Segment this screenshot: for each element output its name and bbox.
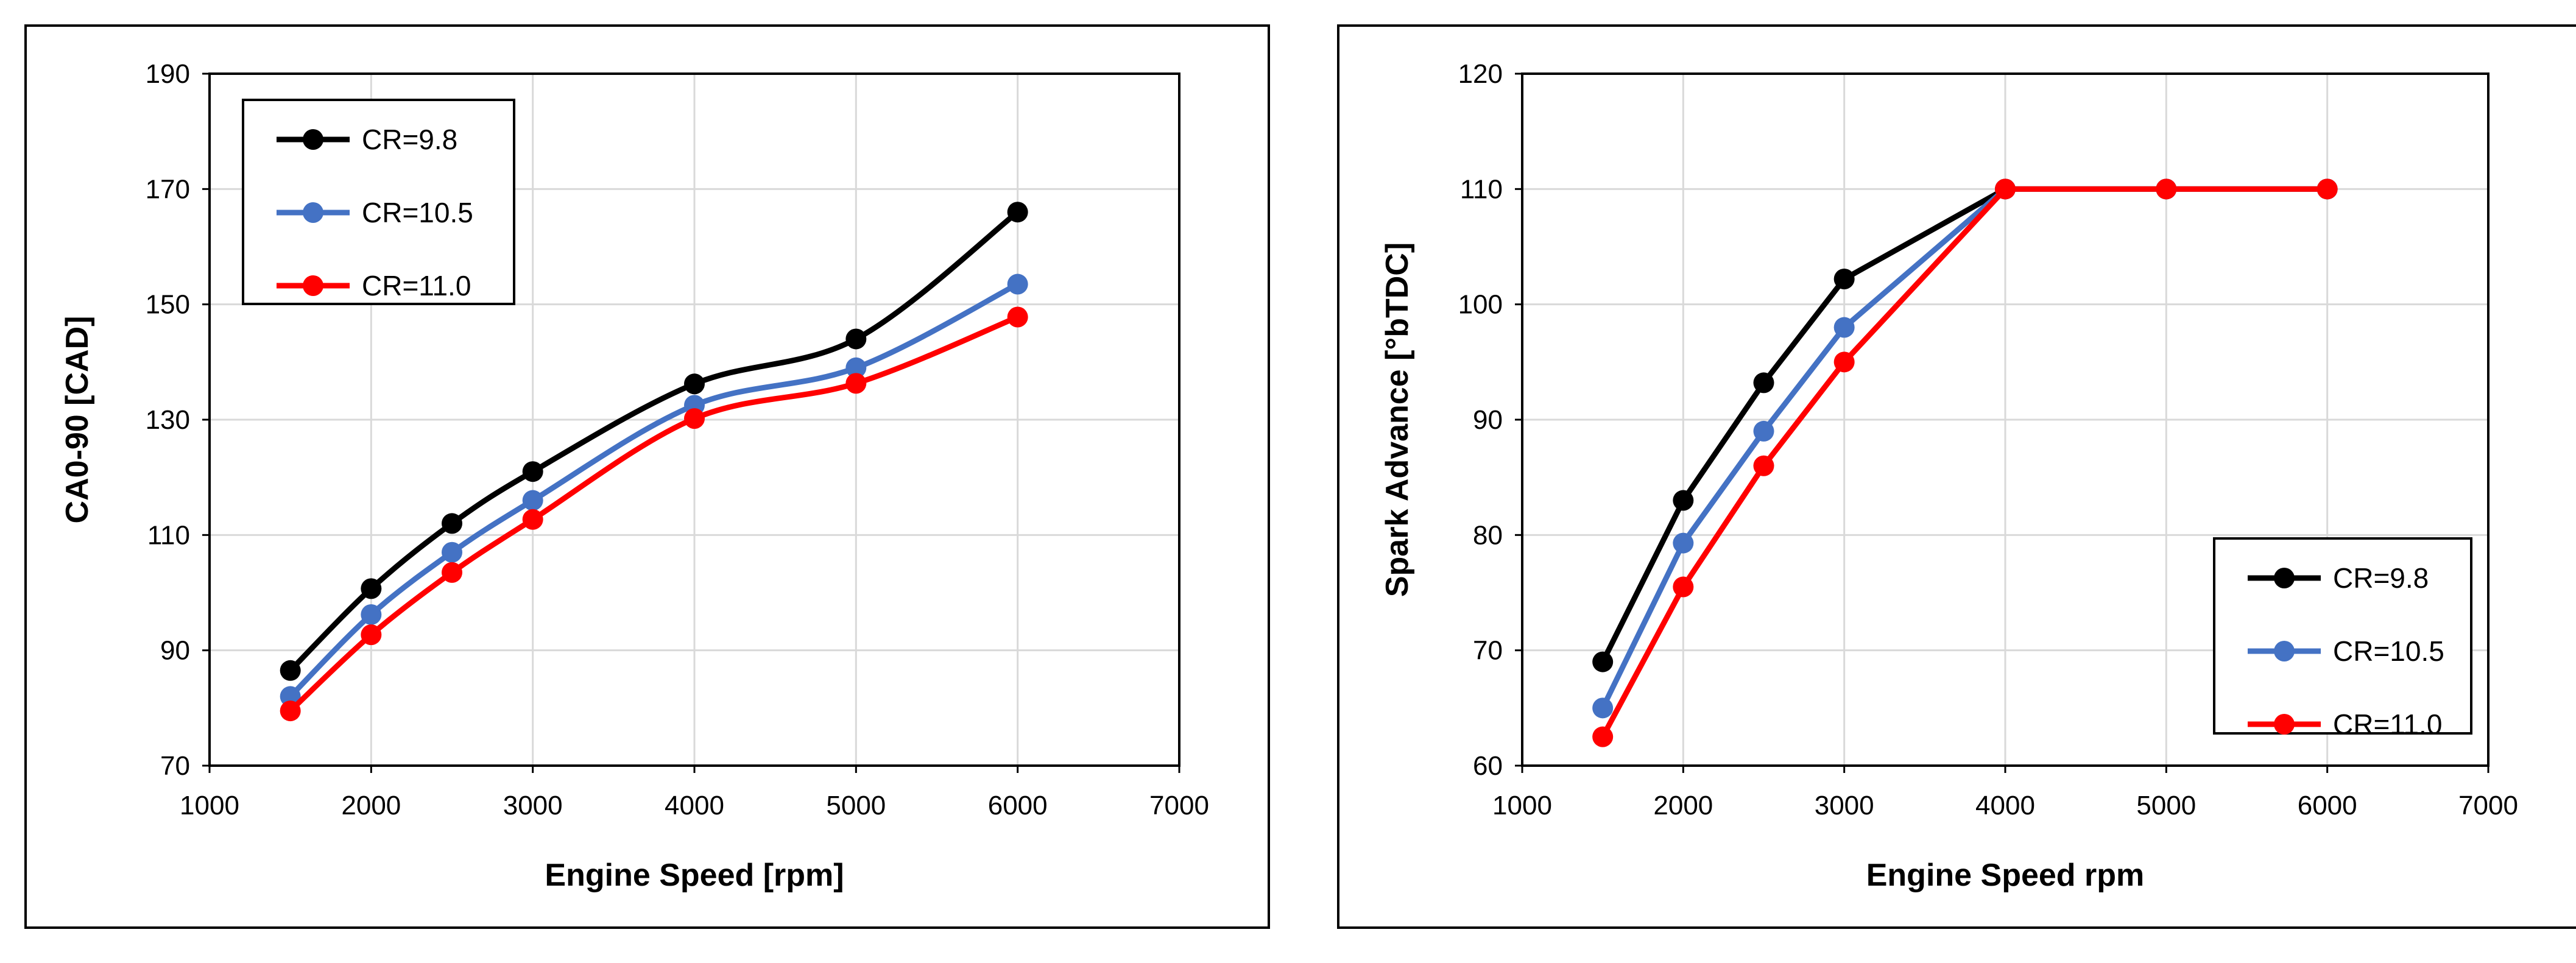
c1-y-tick-label: 90: [160, 636, 190, 666]
c1-x-tick-label: 4000: [665, 791, 724, 820]
c2-y-tick-label: 90: [1473, 405, 1503, 435]
c1-data-point: [522, 461, 543, 482]
c2-data-point: [1592, 697, 1614, 719]
c1-x-tick-label: 3000: [503, 791, 563, 820]
c1-series-line: [288, 281, 1019, 699]
c1-data-point: [522, 490, 543, 511]
c1-legend-marker: [303, 129, 323, 150]
c1-y-tick-label: 190: [146, 59, 190, 89]
c1-x-tick-label: 6000: [988, 791, 1048, 820]
c1-data-point: [845, 373, 867, 394]
c1-data-point: [845, 328, 867, 350]
c1-data-point: [361, 578, 382, 599]
c1-data-point: [361, 604, 382, 625]
c1-legend-marker: [303, 275, 323, 296]
c2-data-point: [2156, 178, 2177, 200]
c2-x-axis-title: Engine Speed rpm: [1866, 858, 2145, 893]
c1-x-axis-title: Engine Speed [rpm]: [545, 858, 844, 893]
c1-series-line: [288, 314, 1019, 713]
c1-data-point: [280, 686, 301, 707]
c2-data-point: [1673, 532, 1694, 554]
c2-legend-marker: [2274, 568, 2295, 588]
c2-data-point: [1753, 372, 1774, 393]
c1-data-point: [845, 357, 867, 378]
c1-data-point: [442, 513, 462, 534]
c2-data-point: [1673, 490, 1694, 511]
c1-data-point: [1007, 306, 1028, 328]
c2-legend-label: CR=10.5: [2333, 635, 2444, 667]
c1-legend-box: [242, 99, 515, 305]
c2-data-point: [1592, 651, 1614, 672]
c2-y-tick-label: 60: [1473, 751, 1503, 781]
c2-legend-marker: [2274, 714, 2295, 735]
c1-data-point: [522, 509, 543, 530]
c1-y-axis-title: CA0-90 [CAD]: [60, 316, 95, 524]
c2-x-tick-label: 3000: [1815, 791, 1874, 820]
c1-data-point: [442, 562, 462, 583]
c1-y-tick-label: 70: [160, 751, 190, 781]
chart-panel-right: 1000 2000 3000 4000 5000 6000 7000 60 70 80 90 100 1…: [1337, 24, 2576, 929]
c2-data-point: [1995, 178, 2016, 200]
c1-data-point: [442, 541, 462, 563]
c2-legend-marker: [2274, 641, 2295, 661]
chart-right-svg: 1000 2000 3000 4000 5000 6000 7000 60 70 80 90 100 1…: [1380, 59, 2518, 893]
c2-x-tick-label: 7000: [2458, 791, 2518, 820]
c2-y-tick-label: 70: [1473, 636, 1503, 666]
c2-data-point: [1673, 576, 1694, 598]
c2-data-point: [1592, 726, 1614, 747]
c1-data-point: [1007, 202, 1028, 223]
c1-x-tick-label: 2000: [341, 791, 401, 820]
c1-data-point: [1007, 273, 1028, 295]
c1-legend-label: CR=11.0: [362, 270, 471, 302]
c2-y-tick-label: 100: [1458, 290, 1503, 320]
c2-data-point: [1833, 317, 1855, 338]
c2-legend-box: [2213, 537, 2472, 735]
c1-y-tick-label: 170: [146, 174, 190, 204]
c1-legend-marker: [303, 202, 323, 223]
c2-y-axis-title: Spark Advance [°bTDC]: [1380, 242, 1415, 597]
chart-left-svg: 1000 2000 3000 4000 5000 6000 7000 70 90 110 130 15…: [60, 59, 1209, 893]
c2-y-tick-label: 80: [1473, 520, 1503, 550]
c2-data-point: [1833, 351, 1855, 373]
c2-x-tick-label: 4000: [1975, 791, 2035, 820]
c1-y-tick-label: 130: [146, 405, 190, 435]
c2-data-point: [2317, 178, 2338, 200]
c1-legend-label: CR=10.5: [362, 197, 473, 228]
c1-data-point: [280, 700, 301, 722]
c2-x-tick-label: 2000: [1653, 791, 1713, 820]
c1-x-tick-label: 1000: [180, 791, 239, 820]
c2-data-point: [1753, 455, 1774, 476]
c2-data-point: [1753, 420, 1774, 442]
c2-y-tick-label: 110: [1460, 174, 1503, 204]
c2-x-tick-label: 1000: [1492, 791, 1552, 820]
c1-legend-label: CR=9.8: [362, 124, 457, 155]
c1-data-point: [684, 373, 705, 395]
c2-x-tick-label: 6000: [2298, 791, 2357, 820]
c2-y-tick-label: 120: [1458, 59, 1503, 89]
c2-legend-label: CR=11.0: [2333, 708, 2442, 740]
c1-x-tick-label: 7000: [1149, 791, 1209, 820]
c1-data-point: [361, 624, 382, 646]
c1-data-point: [684, 408, 705, 429]
c1-data-point: [280, 660, 301, 681]
chart-panel-left: 1000 2000 3000 4000 5000 6000 7000 70 90 110 130 15…: [24, 24, 1270, 929]
c2-x-tick-label: 5000: [2136, 791, 2196, 820]
c1-y-tick-label: 150: [146, 290, 190, 320]
c2-data-point: [1833, 269, 1855, 290]
c2-legend-label: CR=9.8: [2333, 562, 2429, 594]
c1-y-tick-label: 110: [147, 520, 190, 550]
c1-x-tick-label: 5000: [826, 791, 886, 820]
